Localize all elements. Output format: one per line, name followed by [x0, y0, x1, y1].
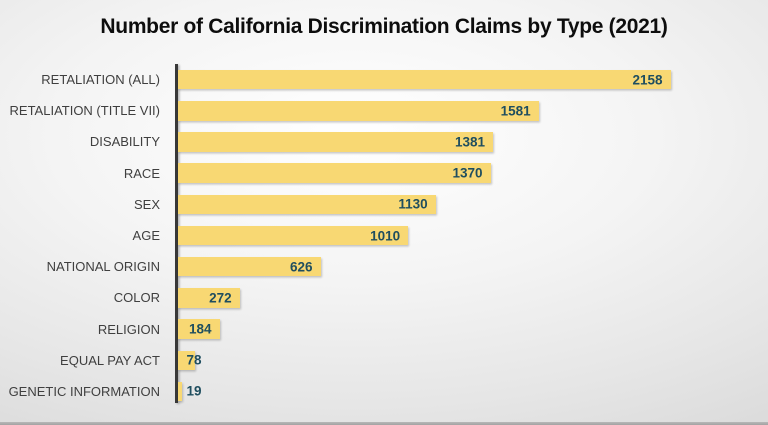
bar-area: 272: [177, 288, 768, 308]
bar-row: RELIGION 184: [0, 314, 768, 345]
bar: 1130: [177, 194, 436, 215]
bar: 184: [177, 319, 220, 339]
category-label: COLOR: [113, 290, 160, 306]
value-label: 1381: [454, 134, 485, 150]
value-label: 78: [186, 352, 202, 368]
category-label: RETALIATION (ALL): [41, 72, 160, 88]
category-label: EQUAL PAY ACT: [60, 352, 160, 368]
bar-area: 78: [177, 350, 768, 371]
value-label: 184: [188, 321, 212, 337]
bar-area: 1010: [177, 225, 768, 246]
bar-area: 1581: [177, 101, 768, 121]
bar: 2158: [177, 69, 671, 90]
value-label: 272: [209, 290, 232, 306]
bar: 1381: [177, 132, 493, 152]
y-axis-line: [175, 64, 178, 403]
bar: 1010: [177, 225, 409, 246]
value-label: 626: [289, 259, 313, 275]
value-label: 1370: [452, 165, 483, 181]
chart-title: Number of California Discrimination Clai…: [100, 15, 668, 38]
bar-row: RETALIATION (ALL) 2158: [0, 64, 768, 95]
value-label: 2158: [632, 72, 663, 88]
value-label: 1010: [370, 228, 401, 244]
bar-row: AGE 1010: [0, 220, 768, 251]
category-label: RELIGION: [97, 321, 160, 337]
bar-rows: RETALIATION (ALL) 2158 RETALIATION (TITLE …: [0, 64, 768, 407]
bar: [177, 350, 196, 371]
bar-area: 2158: [177, 69, 768, 90]
bar-row: DISABILITY 1381: [0, 126, 768, 157]
category-label: AGE: [132, 228, 160, 244]
category-label: RETALIATION (TITLE VII): [9, 103, 160, 119]
bar: 272: [177, 288, 240, 308]
value-label: 1130: [398, 196, 428, 212]
category-label: RACE: [123, 165, 160, 181]
bar-row: RETALIATION (TITLE VII) 1581: [0, 95, 768, 126]
bar-row: EQUAL PAY ACT 78: [0, 345, 768, 376]
category-label: NATIONAL ORIGIN: [46, 259, 160, 275]
bar: [177, 381, 182, 402]
bar-area: 1370: [177, 163, 768, 183]
bar-area: 1130: [177, 194, 768, 215]
category-label: SEX: [133, 196, 160, 212]
category-label: DISABILITY: [89, 134, 160, 150]
bar-row: NATIONAL ORIGIN 626: [0, 251, 768, 282]
value-label: 1581: [500, 103, 531, 119]
bar-area: 184: [177, 319, 768, 339]
value-label: 19: [186, 383, 202, 399]
bar: 626: [177, 256, 321, 277]
category-label: GENETIC INFORMATION: [8, 383, 160, 399]
bar-row: RACE 1370: [0, 158, 768, 189]
bar-area: 19: [177, 381, 768, 402]
bar-row: COLOR 272: [0, 282, 768, 313]
bar-row: GENETIC INFORMATION 19: [0, 376, 768, 407]
bar-area: 626: [177, 256, 768, 277]
bar: 1581: [177, 101, 539, 121]
bottom-border: [0, 422, 768, 425]
bar: 1370: [177, 163, 491, 183]
bar-row: SEX 1130: [0, 189, 768, 220]
bar-area: 1381: [177, 132, 768, 152]
